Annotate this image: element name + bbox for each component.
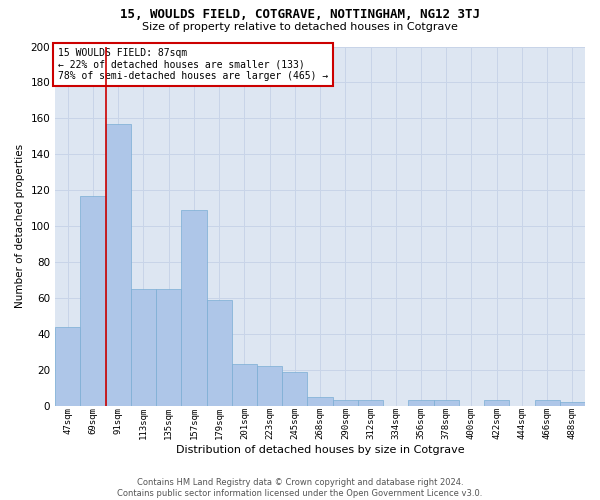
Bar — [206, 300, 232, 406]
Text: 15 WOULDS FIELD: 87sqm
← 22% of detached houses are smaller (133)
78% of semi-de: 15 WOULDS FIELD: 87sqm ← 22% of detached… — [58, 48, 328, 82]
Bar — [560, 402, 585, 406]
Bar — [131, 289, 156, 406]
Bar — [332, 400, 358, 406]
Bar — [55, 327, 80, 406]
Bar — [80, 196, 106, 406]
Bar — [106, 124, 131, 406]
Bar — [484, 400, 509, 406]
Bar — [181, 210, 206, 406]
Text: Size of property relative to detached houses in Cotgrave: Size of property relative to detached ho… — [142, 22, 458, 32]
Bar — [282, 372, 307, 406]
Bar — [535, 400, 560, 406]
Bar — [257, 366, 282, 406]
Bar — [358, 400, 383, 406]
Bar — [409, 400, 434, 406]
Bar — [156, 289, 181, 406]
Bar — [232, 364, 257, 406]
Text: Contains HM Land Registry data © Crown copyright and database right 2024.
Contai: Contains HM Land Registry data © Crown c… — [118, 478, 482, 498]
Y-axis label: Number of detached properties: Number of detached properties — [15, 144, 25, 308]
Bar — [434, 400, 459, 406]
X-axis label: Distribution of detached houses by size in Cotgrave: Distribution of detached houses by size … — [176, 445, 464, 455]
Text: 15, WOULDS FIELD, COTGRAVE, NOTTINGHAM, NG12 3TJ: 15, WOULDS FIELD, COTGRAVE, NOTTINGHAM, … — [120, 8, 480, 20]
Bar — [307, 397, 332, 406]
